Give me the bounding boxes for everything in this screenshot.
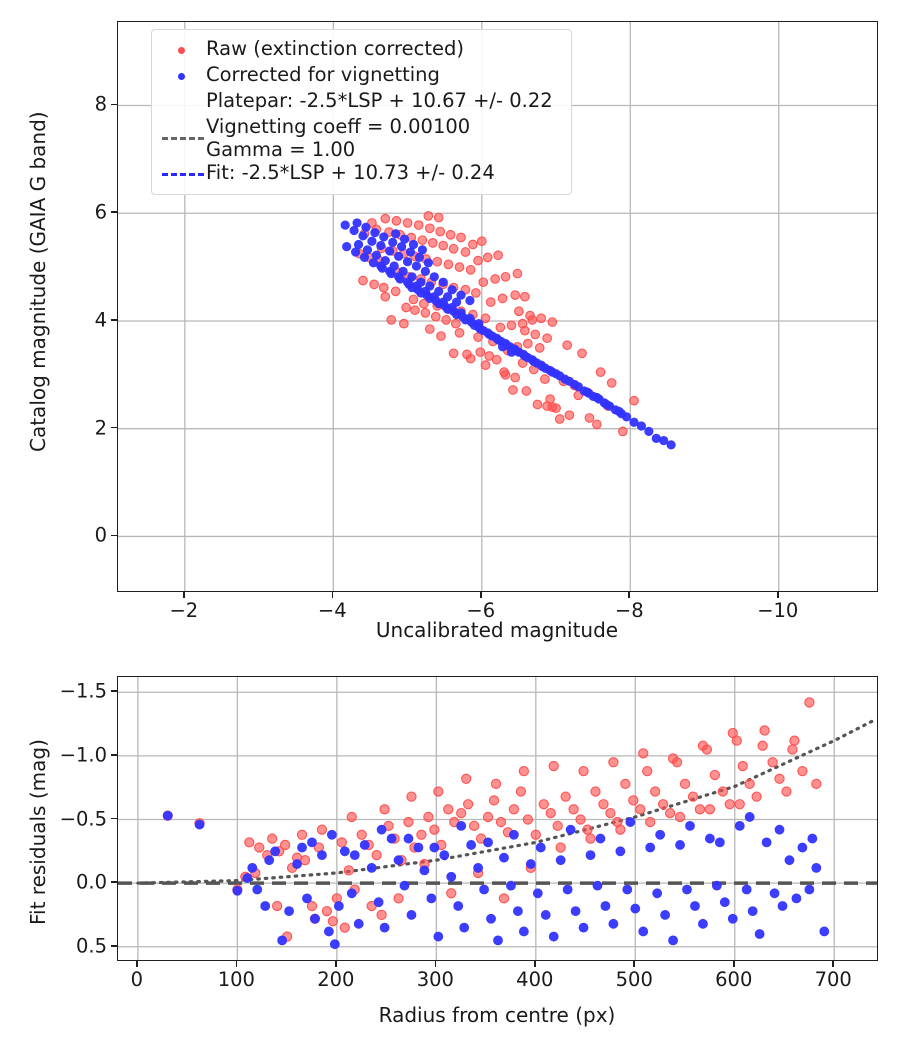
residuals-y-tick-label: 0.0 xyxy=(75,870,107,894)
calibration-x-tickmark xyxy=(183,592,185,598)
residuals-x-tickmark xyxy=(335,961,337,967)
residuals-x-tickmark xyxy=(136,961,138,967)
calibration-y-tick-label: 8 xyxy=(94,92,107,116)
calibration-x-tick-label: −8 xyxy=(614,599,644,622)
calibration-y-tick-label: 6 xyxy=(94,200,107,224)
legend-label: Fit: -2.5*LSP + 10.73 +/- 0.24 xyxy=(206,161,495,185)
residuals-canvas xyxy=(118,677,877,960)
residuals-x-tickmark xyxy=(534,961,536,967)
legend-entry: Raw (extinction corrected) xyxy=(160,37,561,63)
residuals-y-tick-label: −1.5 xyxy=(59,679,107,703)
residuals-x-tick-label: 600 xyxy=(715,968,753,991)
calibration-y-tick-label: 4 xyxy=(94,308,107,332)
calibration-y-tick-label: 2 xyxy=(94,415,107,439)
legend-entry: Platepar: -2.5*LSP + 10.67 +/- 0.22 xyxy=(160,89,561,115)
residuals-x-tick-label: 0 xyxy=(130,968,144,991)
legend-entry: Fit: -2.5*LSP + 10.73 +/- 0.24 xyxy=(160,161,561,187)
legend-key-raw-marker xyxy=(160,37,206,63)
calibration-y-axis-title: Catalog magnitude (GAIA G band) xyxy=(26,111,50,452)
raw-marker-dot-icon xyxy=(178,46,185,54)
calibration-x-axis-title: Uncalibrated magnitude xyxy=(375,618,619,642)
calibration-x-tick-label: −6 xyxy=(466,599,496,622)
calibration-x-tick-label: −10 xyxy=(757,599,799,622)
residuals-x-tickmark xyxy=(832,961,835,967)
platepar-line-dash-icon xyxy=(162,136,204,140)
residuals-y-tickmark xyxy=(111,754,117,756)
calibration-y-tickmark xyxy=(111,211,117,214)
legend-entry: Corrected for vignetting xyxy=(160,63,561,89)
calibration-y-tickmark xyxy=(111,534,117,537)
calibration-x-tickmark xyxy=(331,592,334,598)
calibration-x-tickmark xyxy=(628,592,631,598)
fit-line-dash-icon xyxy=(162,172,204,176)
calibration-y-tickmark xyxy=(111,103,117,106)
calibration-y-tickmark xyxy=(111,319,117,321)
calibration-x-tickmark xyxy=(479,592,482,598)
legend-key-platepar-info xyxy=(160,89,206,115)
residuals-y-tickmark xyxy=(111,690,117,693)
corrected-marker-dot-icon xyxy=(178,72,185,80)
residuals-y-tick-label: 0.5 xyxy=(75,933,107,957)
legend-label: Raw (extinction corrected) xyxy=(206,37,464,60)
residuals-y-tick-label: −0.5 xyxy=(59,806,107,830)
residuals-x-axis-title: Radius from centre (px) xyxy=(378,1003,616,1027)
legend: Raw (extinction corrected) Corrected for … xyxy=(151,29,572,196)
residuals-plot xyxy=(117,676,878,961)
residuals-x-tick-label: 100 xyxy=(217,968,255,991)
residuals-x-tick-label: 500 xyxy=(615,968,653,991)
calibration-y-tickmark xyxy=(111,426,117,429)
residuals-y-tick-label: −1.0 xyxy=(59,743,107,767)
legend-label: Platepar: -2.5*LSP + 10.67 +/- 0.22 xyxy=(206,89,553,112)
residuals-y-tickmark xyxy=(111,944,117,947)
residuals-x-tickmark xyxy=(732,961,735,967)
legend-entry: Vignetting coeff = 0.00100 Gamma = 1.00 xyxy=(160,115,561,161)
legend-label: Corrected for vignetting xyxy=(206,63,440,86)
legend-key-corrected-marker xyxy=(160,63,206,89)
legend-key-fit-line xyxy=(160,161,206,187)
residuals-y-axis-title: Fit residuals (mag) xyxy=(26,739,50,925)
calibration-y-tick-label: 0 xyxy=(94,523,107,547)
calibration-x-tick-label: −2 xyxy=(169,599,199,622)
residuals-x-tickmark xyxy=(434,961,437,967)
residuals-x-tick-label: 400 xyxy=(516,968,554,991)
residuals-x-tickmark xyxy=(235,961,238,967)
legend-key-platepar-line xyxy=(160,115,206,161)
legend-label: Vignetting coeff = 0.00100 Gamma = 1.00 xyxy=(206,115,471,161)
residuals-x-tick-label: 300 xyxy=(416,968,454,991)
residuals-x-tick-label: 700 xyxy=(814,968,852,991)
calibration-x-tick-label: −4 xyxy=(317,599,347,622)
residuals-x-tickmark xyxy=(633,961,636,967)
calibration-x-tickmark xyxy=(776,592,779,598)
residuals-y-tickmark xyxy=(111,817,117,820)
residuals-x-tick-label: 200 xyxy=(317,968,355,991)
residuals-y-tickmark xyxy=(111,881,117,883)
